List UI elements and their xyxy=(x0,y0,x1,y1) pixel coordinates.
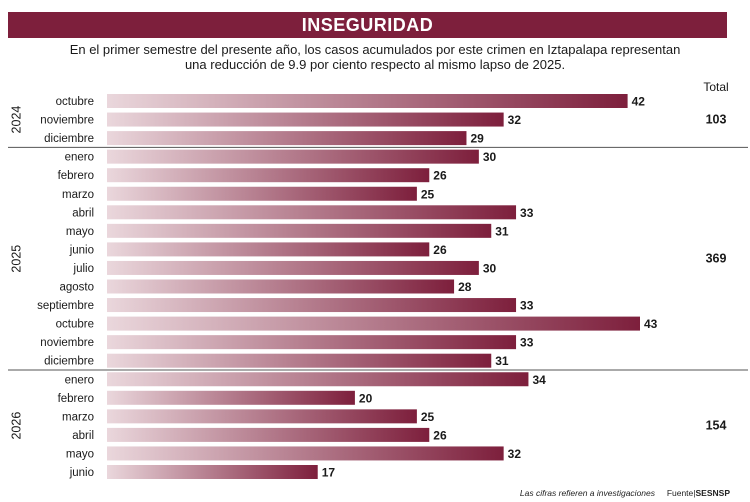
footer-note: Las cifras refieren a investigaciones xyxy=(519,488,655,498)
value-label: 26 xyxy=(433,169,447,183)
value-label: 26 xyxy=(433,243,447,257)
category-label: enero xyxy=(65,374,94,386)
chart-subtitle: En el primer semestre del presente año, … xyxy=(20,42,730,72)
subtitle-line-2: una reducción de 9.9 por ciento respecto… xyxy=(184,57,566,72)
category-label: mayo xyxy=(66,226,94,238)
bar xyxy=(107,316,640,331)
value-label: 26 xyxy=(433,428,447,442)
category-label: febrero xyxy=(58,170,94,182)
bar xyxy=(107,279,455,294)
chart-title: INSEGURIDAD xyxy=(301,14,434,35)
group-total: 369 xyxy=(706,252,727,266)
category-label: octubre xyxy=(56,319,94,331)
value-label: 33 xyxy=(520,299,534,313)
bar xyxy=(107,372,529,387)
value-label: 33 xyxy=(520,206,534,220)
bar xyxy=(107,131,467,146)
value-label: 30 xyxy=(483,261,497,275)
bar xyxy=(107,205,517,220)
value-label: 31 xyxy=(495,224,509,238)
category-label: abril xyxy=(72,207,94,219)
value-label: 34 xyxy=(532,373,546,387)
category-label: septiembre xyxy=(37,300,94,312)
value-label: 28 xyxy=(458,280,472,294)
bar xyxy=(107,168,430,183)
bar xyxy=(107,112,504,127)
category-label: junio xyxy=(69,467,94,479)
bar xyxy=(107,149,479,164)
bar xyxy=(107,94,628,108)
value-label: 25 xyxy=(421,187,435,201)
category-label: diciembre xyxy=(44,133,94,145)
category-label: abril xyxy=(72,430,94,442)
bar xyxy=(107,427,430,442)
bar xyxy=(107,186,417,201)
value-label: 17 xyxy=(322,466,336,480)
category-label: octubre xyxy=(56,96,94,108)
bar xyxy=(107,223,492,238)
bar xyxy=(107,465,318,479)
bar xyxy=(107,409,417,424)
value-label: 29 xyxy=(470,132,484,146)
category-label: agosto xyxy=(59,282,94,294)
bar xyxy=(107,353,492,368)
value-label: 25 xyxy=(421,410,435,424)
category-label: febrero xyxy=(58,393,94,405)
category-label: julio xyxy=(73,263,94,275)
category-label: mayo xyxy=(66,448,94,460)
category-label: diciembre xyxy=(44,356,94,368)
year-label: 2026 xyxy=(9,412,23,440)
footer: Las cifras refieren a investigaciones Fu… xyxy=(519,488,731,498)
value-label: 43 xyxy=(644,317,658,331)
title-bar: INSEGURIDAD xyxy=(8,12,727,38)
bar xyxy=(107,298,517,313)
category-label: noviembre xyxy=(40,115,94,127)
group-total: 154 xyxy=(706,419,727,433)
subtitle-line-1: En el primer semestre del presente año, … xyxy=(69,42,681,57)
bar xyxy=(107,446,504,461)
source-label: Fuente xyxy=(666,488,694,498)
value-label: 42 xyxy=(632,95,646,109)
value-label: 20 xyxy=(359,391,373,405)
category-label: noviembre xyxy=(40,337,94,349)
bar xyxy=(107,390,355,405)
bar xyxy=(107,242,430,257)
value-label: 32 xyxy=(508,447,522,461)
bar xyxy=(107,260,479,275)
category-label: marzo xyxy=(62,411,94,423)
category-label: enero xyxy=(65,152,94,164)
group-total: 103 xyxy=(706,113,727,127)
year-label: 2024 xyxy=(9,106,23,134)
total-header: Total xyxy=(703,80,728,94)
value-label: 30 xyxy=(483,150,497,164)
value-label: 32 xyxy=(508,113,522,127)
source-name: SESNSP xyxy=(695,488,731,498)
value-label: 31 xyxy=(495,354,509,368)
value-label: 33 xyxy=(520,336,534,350)
year-label: 2025 xyxy=(9,245,23,273)
category-label: junio xyxy=(69,244,94,256)
bar xyxy=(107,335,517,350)
category-label: marzo xyxy=(62,189,94,201)
